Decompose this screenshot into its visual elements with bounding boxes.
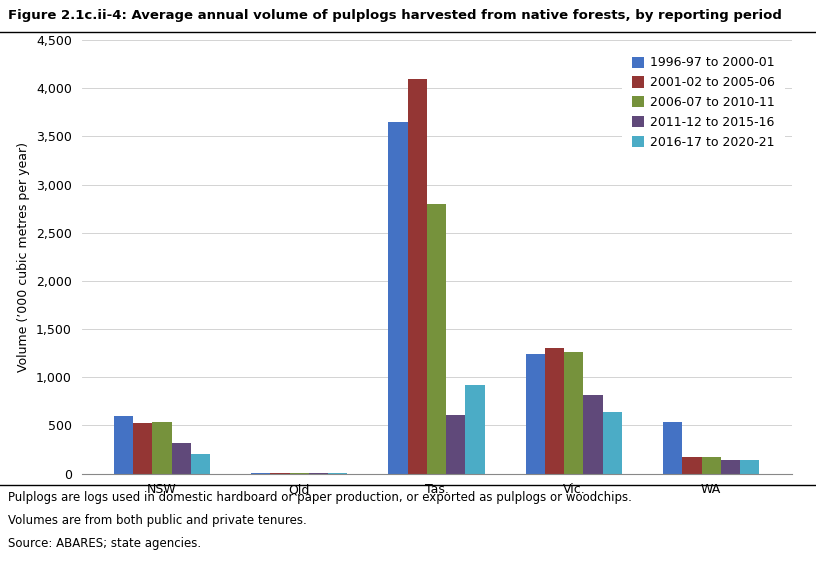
Bar (191, 454, 210, 474)
Bar (603, 412, 622, 474)
Bar (526, 354, 545, 474)
Y-axis label: Volume (’000 cubic metres per year): Volume (’000 cubic metres per year) (17, 142, 30, 372)
Bar (114, 416, 133, 474)
Bar (721, 460, 740, 474)
Legend: 1996-97 to 2000-01, 2001-02 to 2005-06, 2006-07 to 2010-11, 2011-12 to 2015-16, : 1996-97 to 2000-01, 2001-02 to 2005-06, … (622, 46, 785, 159)
Text: Pulplogs are logs used in domestic hardboard or paper production, or exported as: Pulplogs are logs used in domestic hardb… (8, 491, 632, 504)
Bar (545, 348, 564, 474)
Bar (702, 457, 721, 474)
Bar (564, 352, 583, 474)
Text: Volumes are from both public and private tenures.: Volumes are from both public and private… (8, 514, 307, 527)
Bar (682, 457, 702, 474)
Bar (133, 423, 153, 474)
Bar (427, 204, 446, 474)
Bar (153, 421, 171, 474)
Bar (408, 79, 427, 474)
Bar (446, 415, 465, 474)
Text: Source: ABARES; state agencies.: Source: ABARES; state agencies. (8, 537, 202, 550)
Bar (583, 394, 603, 474)
Text: Figure 2.1c.ii-4: Average annual volume of pulplogs harvested from native forest: Figure 2.1c.ii-4: Average annual volume … (8, 9, 782, 22)
Bar (740, 460, 759, 474)
Bar (171, 443, 191, 474)
Bar (663, 422, 682, 474)
Bar (388, 122, 408, 474)
Bar (465, 385, 485, 474)
